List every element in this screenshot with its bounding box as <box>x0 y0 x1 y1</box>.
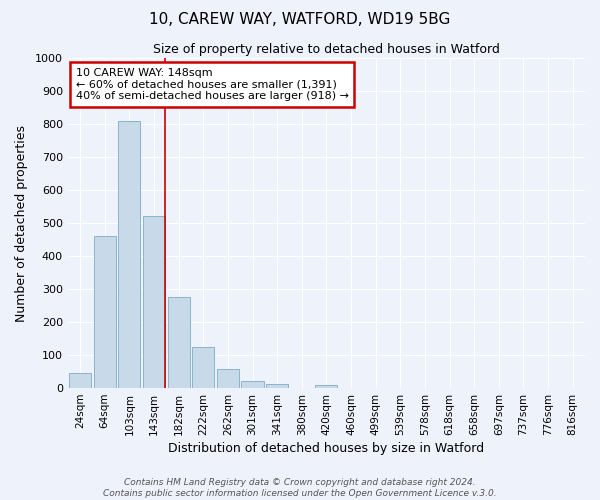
Y-axis label: Number of detached properties: Number of detached properties <box>15 124 28 322</box>
Bar <box>217 370 239 388</box>
Text: Contains HM Land Registry data © Crown copyright and database right 2024.
Contai: Contains HM Land Registry data © Crown c… <box>103 478 497 498</box>
Bar <box>118 121 140 388</box>
Bar <box>192 347 214 388</box>
Bar <box>241 381 263 388</box>
Bar <box>143 216 165 388</box>
Text: 10 CAREW WAY: 148sqm
← 60% of detached houses are smaller (1,391)
40% of semi-de: 10 CAREW WAY: 148sqm ← 60% of detached h… <box>76 68 349 101</box>
X-axis label: Distribution of detached houses by size in Watford: Distribution of detached houses by size … <box>169 442 484 455</box>
Bar <box>167 298 190 388</box>
Text: 10, CAREW WAY, WATFORD, WD19 5BG: 10, CAREW WAY, WATFORD, WD19 5BG <box>149 12 451 28</box>
Bar <box>316 386 337 388</box>
Bar <box>266 384 288 388</box>
Title: Size of property relative to detached houses in Watford: Size of property relative to detached ho… <box>153 42 500 56</box>
Bar <box>69 372 91 388</box>
Bar <box>94 236 116 388</box>
